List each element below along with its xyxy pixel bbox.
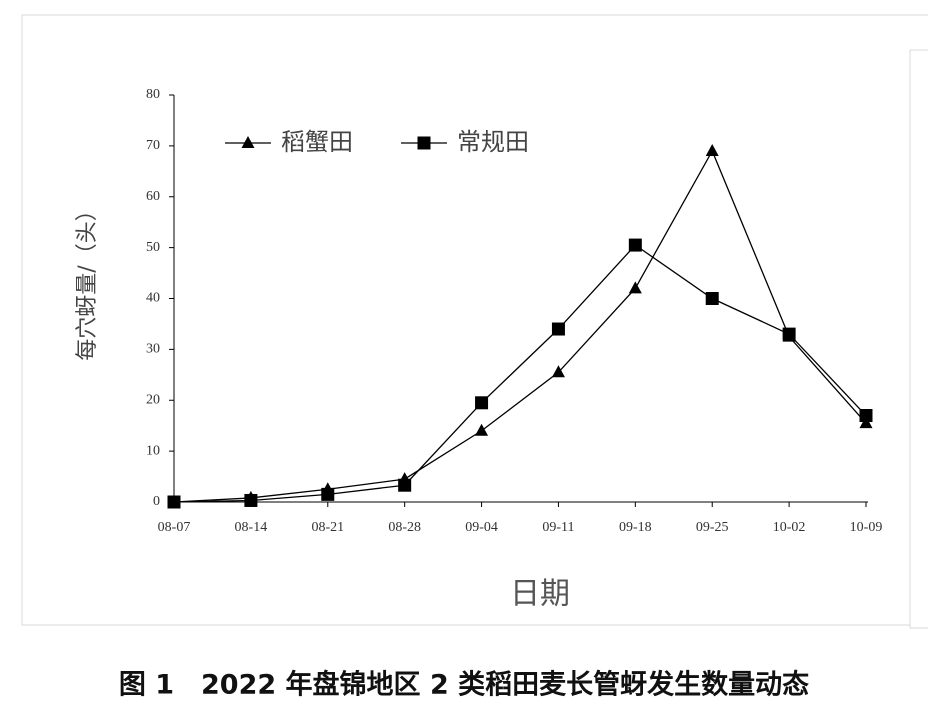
square-marker	[244, 493, 258, 507]
x-axis-title: 日期	[510, 577, 570, 612]
y-axis-title: 每穴蚜量/（头）	[75, 199, 100, 360]
square-marker	[321, 487, 335, 501]
x-tick-label: 10-02	[773, 520, 806, 535]
square-marker	[398, 478, 412, 492]
x-tick-label: 08-14	[235, 520, 268, 535]
y-tick-label: 30	[146, 342, 160, 357]
square-marker	[417, 136, 431, 150]
square-marker	[628, 238, 642, 252]
x-tick-label: 08-28	[388, 520, 421, 535]
square-marker	[551, 322, 565, 336]
y-tick-label: 10	[146, 443, 160, 458]
square-marker	[167, 495, 181, 509]
y-tick-label: 50	[146, 240, 160, 255]
y-tick-label: 40	[146, 291, 160, 306]
triangle-marker	[241, 136, 255, 148]
square-marker	[705, 292, 719, 305]
caption: 图 1 2022 年盘锦地区 2 类稻田麦长管蚜发生数量动态	[119, 669, 809, 701]
x-tick-label: 08-07	[158, 520, 191, 535]
chart-frame	[21, 14, 928, 626]
triangle-marker	[628, 281, 642, 294]
legend-label: 稻蟹田	[281, 128, 353, 156]
square-marker	[859, 409, 873, 423]
y-tick-label: 70	[146, 138, 160, 153]
y-tick-label: 20	[146, 392, 160, 407]
x-tick-label: 09-18	[619, 520, 652, 535]
triangle-marker	[859, 416, 873, 429]
series-line	[173, 149, 867, 503]
square-marker	[475, 396, 489, 410]
y-tick-label: 60	[146, 189, 160, 204]
x-tick-label: 08-21	[311, 520, 344, 535]
x-tick-label: 09-25	[696, 520, 729, 535]
y-tick-label: 80	[146, 87, 160, 102]
legend-label: 常规田	[457, 128, 529, 156]
square-marker	[782, 327, 796, 341]
triangle-marker	[475, 423, 489, 436]
side-panel	[909, 49, 928, 629]
y-tick-label: 0	[153, 494, 160, 509]
x-tick-label: 10-09	[850, 520, 883, 535]
triangle-marker	[705, 143, 719, 156]
x-tick-label: 09-04	[465, 520, 498, 535]
series-line	[173, 244, 867, 503]
triangle-marker	[551, 365, 565, 378]
x-tick-label: 09-11	[542, 520, 574, 535]
